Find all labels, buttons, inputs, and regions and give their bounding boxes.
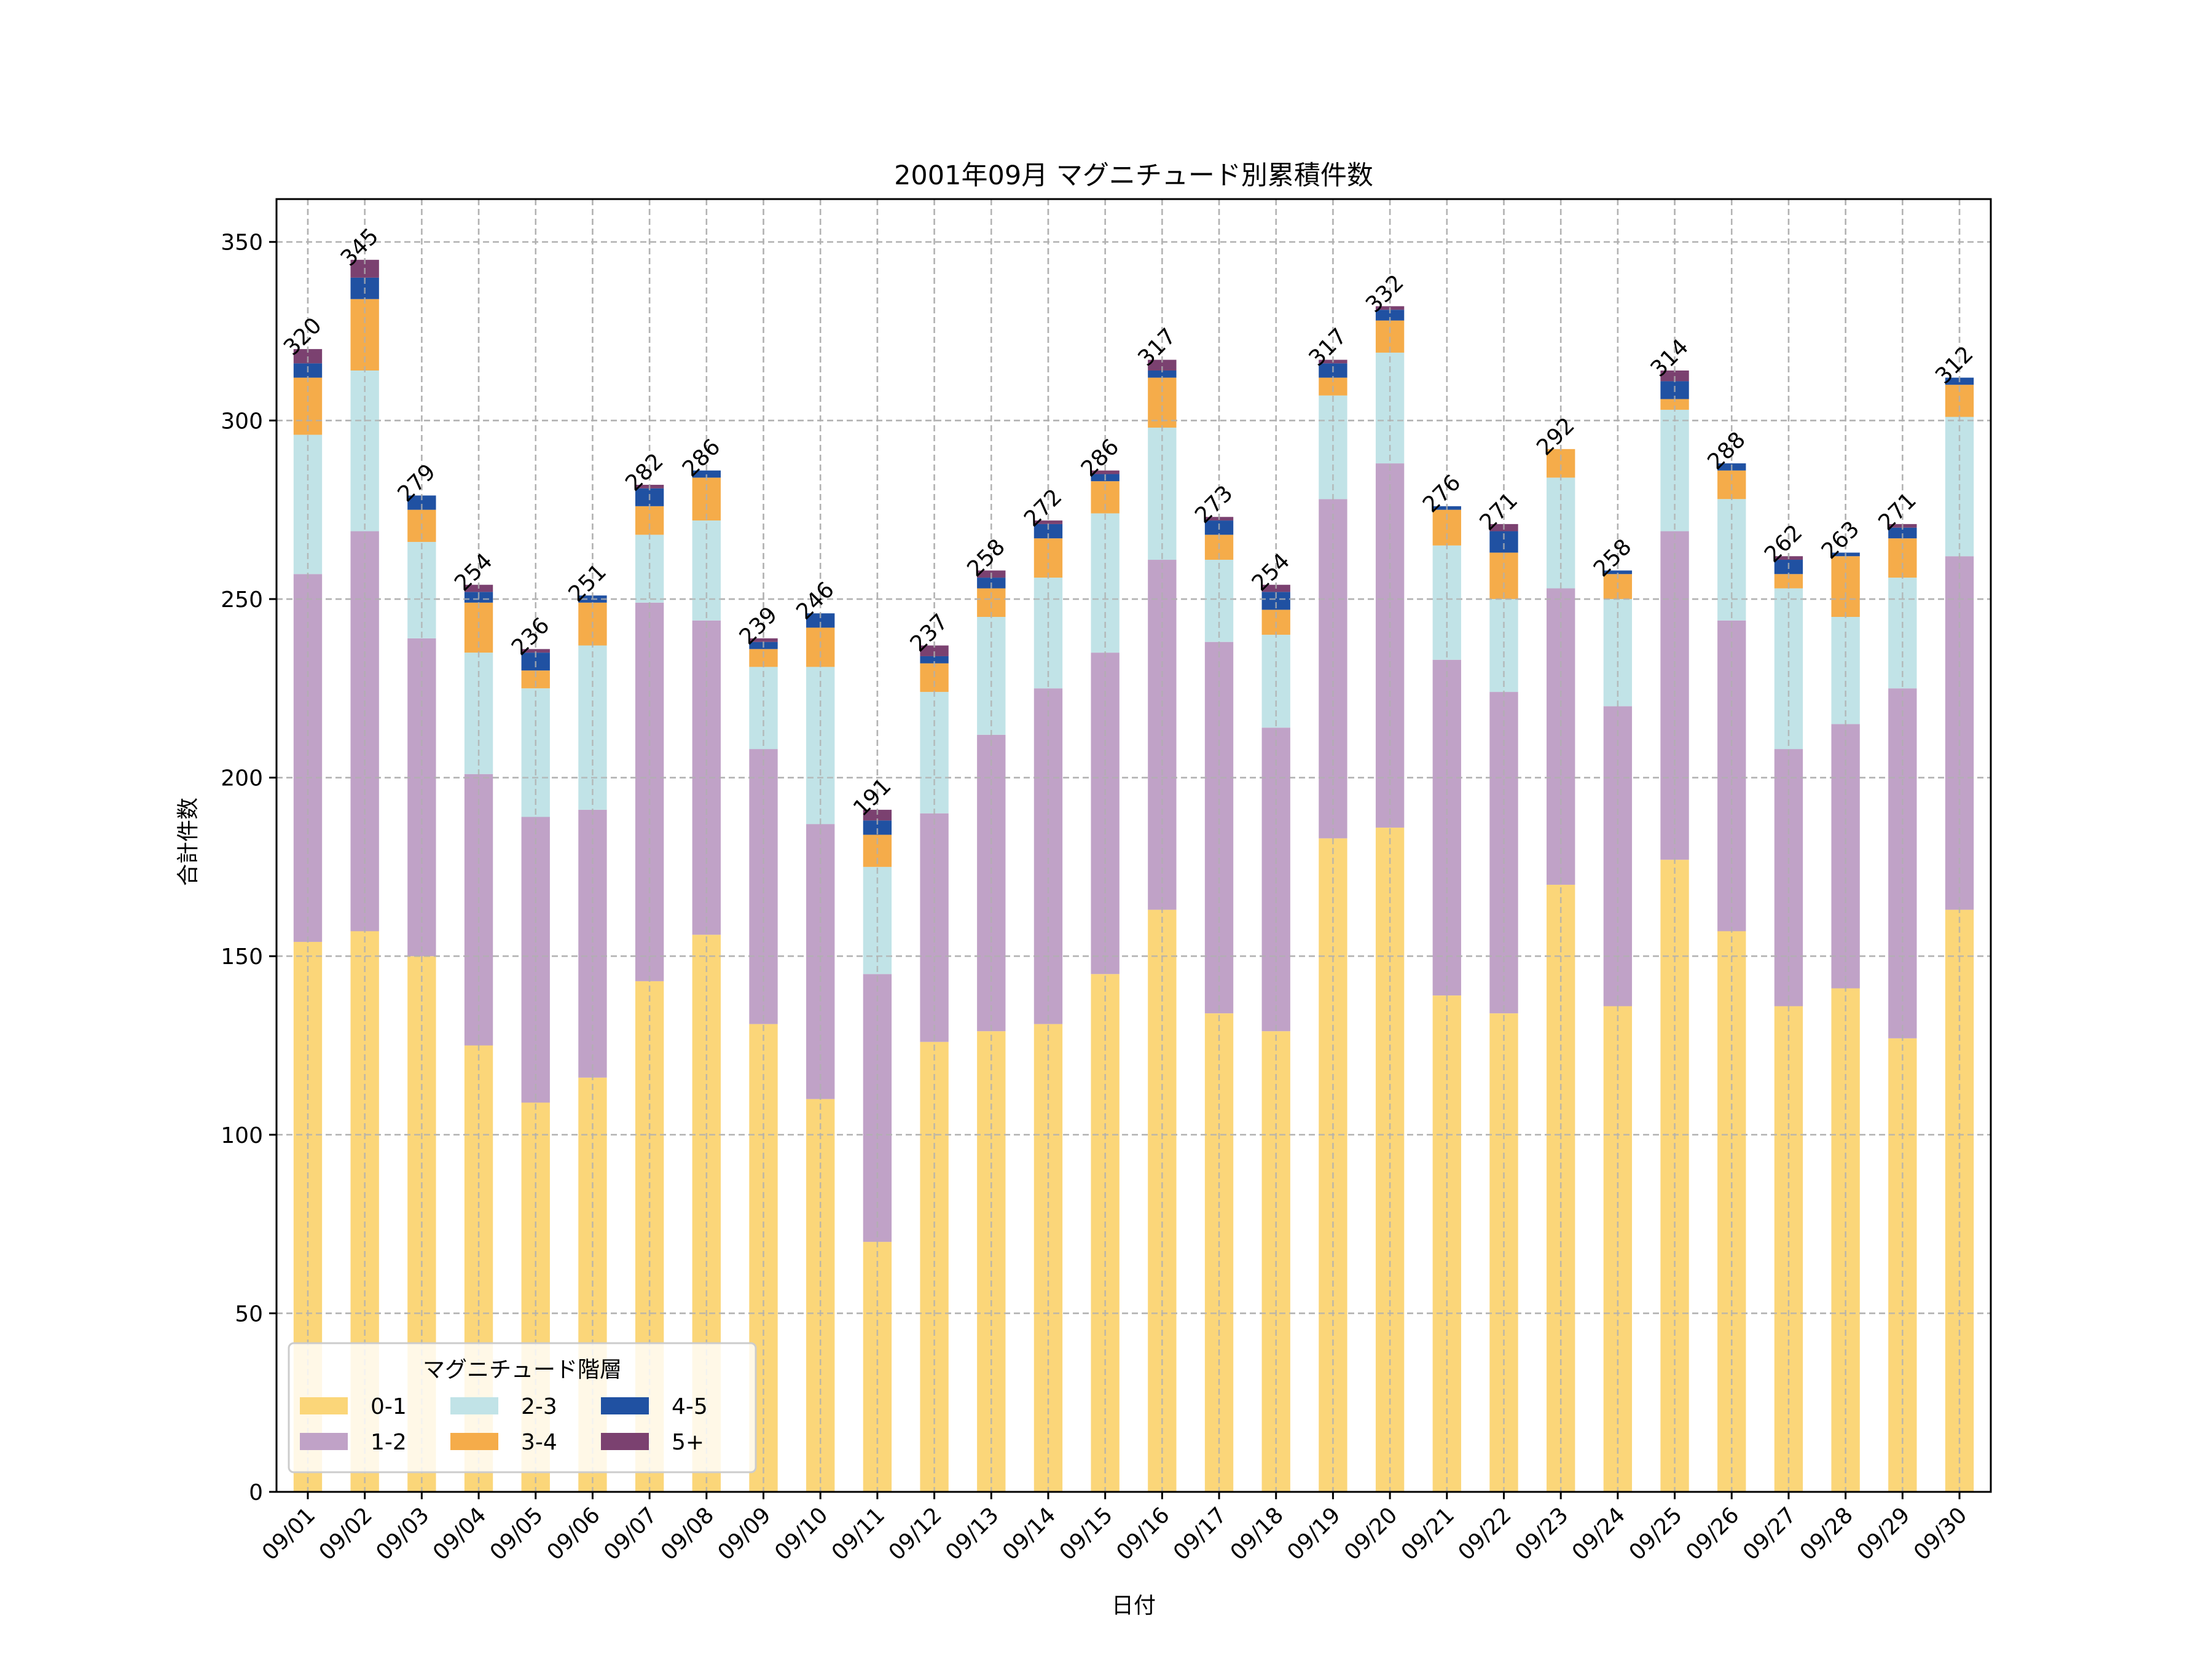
x-tick-label: 09/08 xyxy=(656,1502,719,1565)
x-tick-label: 09/26 xyxy=(1681,1502,1744,1565)
legend-swatch-0-1 xyxy=(300,1397,348,1414)
y-tick-label: 150 xyxy=(221,944,263,970)
plot-frame xyxy=(275,198,1992,1493)
bar-segment-5+ xyxy=(1091,470,1120,474)
bar-segment-5+ xyxy=(749,638,778,642)
bar-segment-3-4 xyxy=(1547,449,1575,478)
bar-segment-3-4 xyxy=(1660,399,1689,410)
legend-swatch-2-3 xyxy=(450,1397,498,1414)
bar-segment-1-2 xyxy=(578,809,607,1078)
x-tick-label: 09/24 xyxy=(1567,1502,1630,1565)
legend-label: 0-1 xyxy=(371,1394,407,1419)
bar-segment-2-3 xyxy=(749,667,778,750)
bar-segment-5+ xyxy=(1660,370,1689,382)
x-tick-label: 09/23 xyxy=(1510,1502,1573,1565)
bar-segment-4-5 xyxy=(1033,524,1063,539)
x-tick-label: 09/01 xyxy=(257,1502,320,1565)
bar-segment-5+ xyxy=(1148,359,1177,371)
legend-swatch-5+ xyxy=(601,1433,649,1450)
bar-segment-4-5 xyxy=(407,495,436,510)
bar-segment-5+ xyxy=(293,349,323,364)
x-tick-label: 09/18 xyxy=(1226,1502,1288,1565)
x-tick-label: 09/25 xyxy=(1625,1502,1687,1565)
bar-segment-0-1 xyxy=(1831,988,1860,1492)
bars-group xyxy=(276,199,1991,1493)
bar-segment-4-5 xyxy=(1603,570,1633,575)
bar-segment-5+ xyxy=(863,809,892,821)
y-tick-label: 0 xyxy=(249,1480,263,1505)
x-axis-label: 日付 xyxy=(1112,1593,1156,1618)
bar-segment-4-5 xyxy=(1375,310,1405,321)
bar-segment-1-2 xyxy=(293,574,323,942)
y-tick-label: 350 xyxy=(221,230,263,256)
x-tick-label: 09/03 xyxy=(371,1502,434,1565)
bar-segment-4-5 xyxy=(806,613,835,628)
y-axis-label: 合計件数 xyxy=(176,798,201,886)
y-tick-label: 300 xyxy=(221,409,263,434)
x-tick-label: 09/15 xyxy=(1055,1502,1118,1565)
x-tick-label: 09/27 xyxy=(1738,1502,1801,1565)
bar-segment-1-2 xyxy=(1319,499,1347,839)
bar-segment-1-2 xyxy=(1432,659,1461,996)
x-tick-label: 09/02 xyxy=(315,1502,377,1565)
bar-segment-1-2 xyxy=(1831,724,1860,989)
bar-segment-3-4 xyxy=(1774,574,1803,589)
axes xyxy=(275,198,1992,1493)
legend-label: 1-2 xyxy=(371,1430,407,1455)
x-tick-label: 09/30 xyxy=(1909,1502,1972,1565)
y-tick-label: 200 xyxy=(221,766,263,791)
x-tick-label: 09/19 xyxy=(1282,1502,1345,1565)
legend: マグニチュード階層 0-1 1-2 2-3 3-4 4-5 5+ xyxy=(288,1342,757,1473)
bar-segment-1-2 xyxy=(1033,688,1063,1024)
bar-segment-4-5 xyxy=(692,470,721,478)
x-tick-label: 09/28 xyxy=(1795,1502,1858,1565)
x-tick-label: 09/04 xyxy=(428,1502,491,1565)
x-tick-label: 09/16 xyxy=(1112,1502,1174,1565)
x-tick-label: 09/10 xyxy=(770,1502,833,1565)
x-tick-label: 09/20 xyxy=(1339,1502,1402,1565)
x-tick-label: 09/22 xyxy=(1454,1502,1516,1565)
bar-segment-0-1 xyxy=(863,1242,892,1492)
x-tick-label: 09/06 xyxy=(542,1502,605,1565)
bar-segment-4-5 xyxy=(1888,527,1917,539)
bar-segment-4-5 xyxy=(1148,370,1177,378)
x-tick-label: 09/12 xyxy=(884,1502,947,1565)
bar-segment-4-5 xyxy=(920,656,949,664)
legend-label: 2-3 xyxy=(521,1394,557,1419)
legend-label: 3-4 xyxy=(521,1430,557,1455)
x-tick-label: 09/05 xyxy=(485,1502,548,1565)
legend-swatch-3-4 xyxy=(450,1433,498,1450)
x-axis-ticks: 09/0109/0209/0309/0409/0509/0609/0709/08… xyxy=(257,1492,1972,1566)
legend-title: マグニチュード階層 xyxy=(423,1357,622,1382)
chart-title: 2001年09月 マグニチュード別累積件数 xyxy=(894,160,1373,191)
bar-segment-4-5 xyxy=(863,820,892,835)
y-tick-label: 50 xyxy=(235,1301,263,1327)
bar-segment-0-1 xyxy=(1717,931,1746,1492)
x-tick-label: 09/29 xyxy=(1852,1502,1915,1565)
x-tick-label: 09/11 xyxy=(827,1502,890,1565)
x-tick-label: 09/07 xyxy=(599,1502,662,1565)
bar-segment-5+ xyxy=(920,645,949,656)
x-tick-label: 09/09 xyxy=(713,1502,776,1565)
bar-segment-3-4 xyxy=(635,506,664,535)
bar-segment-5+ xyxy=(521,649,550,653)
legend-label: 5+ xyxy=(672,1430,704,1455)
bar-segment-2-3 xyxy=(1204,560,1234,642)
y-tick-label: 100 xyxy=(221,1123,263,1148)
legend-swatch-1-2 xyxy=(300,1433,348,1450)
legend-swatch-4-5 xyxy=(601,1397,649,1414)
x-tick-label: 09/21 xyxy=(1397,1502,1459,1565)
y-axis-ticks: 0 50 100 150 200 250 300 350 xyxy=(221,230,276,1505)
legend-label: 4-5 xyxy=(672,1394,708,1419)
x-tick-label: 09/13 xyxy=(941,1502,1003,1565)
x-tick-label: 09/14 xyxy=(998,1502,1061,1565)
y-tick-label: 250 xyxy=(221,587,263,613)
bar-segment-3-4 xyxy=(920,663,949,692)
x-tick-label: 09/17 xyxy=(1169,1502,1231,1565)
bar-segment-5+ xyxy=(1033,520,1063,524)
